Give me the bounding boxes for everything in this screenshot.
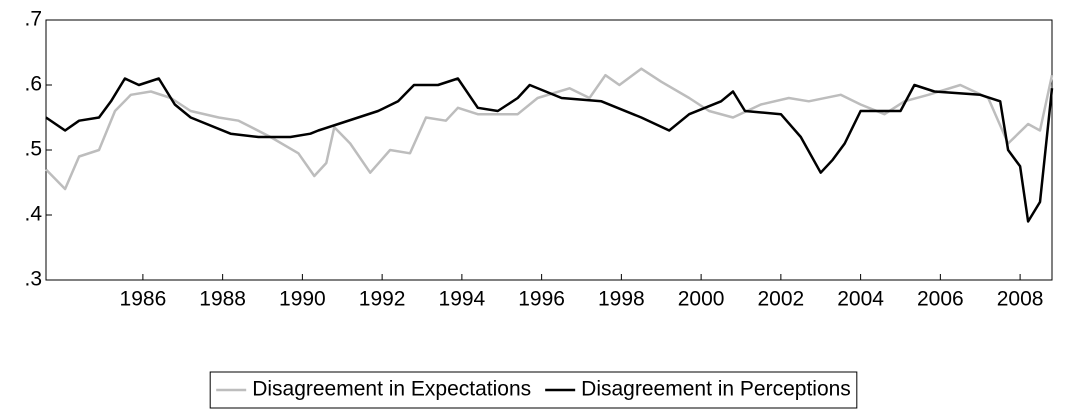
- legend-box: [209, 371, 858, 409]
- x-tick-label: 1994: [439, 288, 486, 311]
- series-line: [45, 77, 1054, 223]
- x-tick-label: 1998: [598, 288, 645, 311]
- x-tick-label: 1996: [518, 288, 565, 311]
- x-tick-label: 2000: [678, 288, 725, 311]
- y-tick-label: .3: [24, 268, 42, 291]
- plot-frame: [45, 19, 1053, 281]
- x-tick-label: 2004: [837, 288, 884, 311]
- x-tick-label: 1992: [359, 288, 406, 311]
- y-tick-label: .4: [24, 203, 42, 226]
- y-tick-label: .5: [24, 138, 42, 161]
- legend: Disagreement in Expectations Disagreement…: [209, 371, 858, 409]
- x-tick-label: 2006: [917, 288, 964, 311]
- series-line: [45, 67, 1054, 191]
- x-tick-label: 1986: [120, 288, 167, 311]
- x-tick-label: 1988: [199, 288, 246, 311]
- legend-label: Disagreement in Perceptions: [581, 378, 851, 401]
- x-tick-label: 2008: [997, 288, 1044, 311]
- legend-label: Disagreement in Expectations: [252, 378, 531, 401]
- x-tick-label: 2002: [758, 288, 805, 311]
- x-tick-label: 1990: [279, 288, 326, 311]
- y-tick-label: .7: [24, 8, 42, 31]
- y-tick-label: .6: [24, 73, 42, 96]
